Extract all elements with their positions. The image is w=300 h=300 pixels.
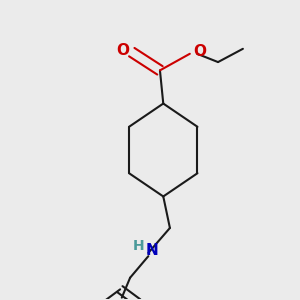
Text: N: N — [146, 243, 159, 258]
Text: O: O — [116, 43, 129, 58]
Text: H: H — [133, 238, 144, 253]
Text: O: O — [193, 44, 206, 59]
